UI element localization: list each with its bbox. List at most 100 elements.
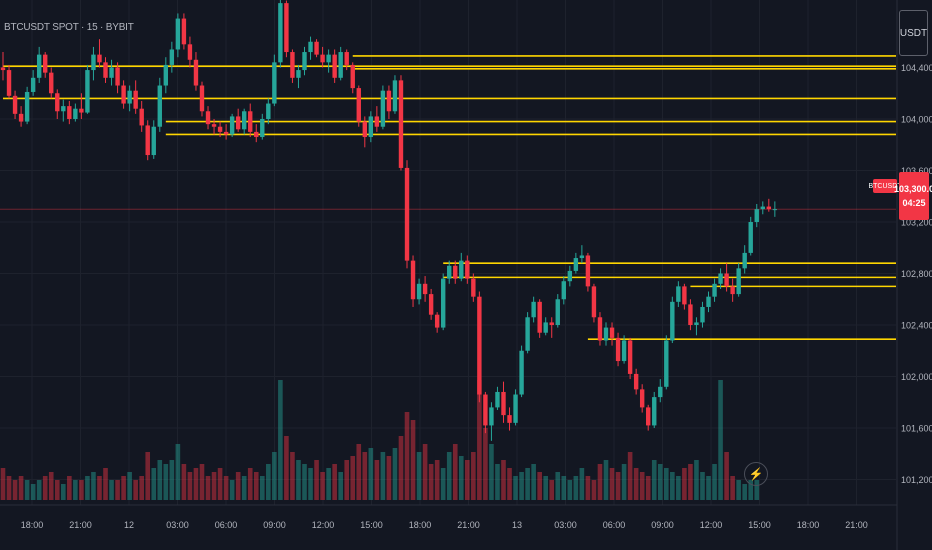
- candle-body: [187, 44, 193, 60]
- candle-body: [43, 54, 48, 73]
- time-tick-label: 06:00: [603, 520, 626, 530]
- candle-body: [320, 54, 325, 63]
- volume-bar: [187, 472, 193, 500]
- price-tick-label: 102,400.0: [901, 321, 932, 331]
- volume-bar: [163, 464, 169, 500]
- last-price-value: 103,300.0: [893, 184, 932, 194]
- volume-bar: [326, 468, 331, 500]
- volume-bar: [489, 444, 494, 500]
- candle-body: [302, 52, 307, 71]
- time-tick-label: 13: [512, 520, 522, 530]
- volume-bar: [754, 480, 760, 500]
- candle-body: [139, 108, 144, 126]
- volume-bar: [199, 464, 205, 500]
- candle-body: [682, 286, 687, 305]
- candle-body: [561, 281, 566, 300]
- volume-bar: [700, 472, 705, 500]
- time-axis[interactable]: 18:00 21:00 12 03:00 06:00 09:00 12:00 15:00 18:…: [21, 520, 868, 530]
- volume-bar: [85, 476, 90, 500]
- volume-bar: [446, 452, 452, 500]
- candle-body: [49, 72, 54, 94]
- volume-bar: [537, 472, 542, 500]
- volume-bar: [103, 468, 108, 500]
- volume-bar: [579, 468, 585, 500]
- candle-body: [585, 255, 591, 287]
- candle-body: [205, 111, 211, 125]
- volume-bar: [742, 484, 747, 500]
- volume-bar: [91, 472, 96, 500]
- candle-body: [603, 327, 609, 341]
- volume-bar: [416, 452, 422, 500]
- candle-body: [573, 258, 579, 271]
- candle-body: [465, 260, 470, 279]
- chart-title: BTCUSDT SPOT · 15 · BYBIT: [4, 22, 134, 33]
- time-tick-label: 15:00: [748, 520, 771, 530]
- price-tick-label: 101,600.0: [901, 424, 932, 434]
- volume-bar: [555, 472, 561, 500]
- volume-bar: [748, 480, 754, 500]
- volume-bar: [332, 464, 337, 500]
- volume-bar: [151, 468, 157, 500]
- volume-bar: [694, 460, 699, 500]
- time-tick-label: 09:00: [263, 520, 286, 530]
- volume-bar: [392, 448, 398, 500]
- candle-body: [742, 252, 747, 269]
- candle-body: [386, 90, 392, 112]
- volume-bar: [519, 472, 524, 500]
- volume-bar: [211, 472, 217, 500]
- candle-body: [664, 340, 669, 387]
- candle-body: [748, 222, 753, 253]
- volume-bar: [465, 460, 470, 500]
- volume-bar: [223, 476, 229, 500]
- price-tick-label: 103,600.0: [901, 166, 932, 176]
- volume-bar: [139, 476, 144, 500]
- candle-body: [597, 317, 603, 341]
- candle-body: [410, 260, 416, 300]
- price-tick-label: 101,200.0: [901, 475, 932, 485]
- candle-body: [362, 121, 367, 138]
- volume-bar: [121, 476, 126, 500]
- volume-bar: [30, 484, 36, 500]
- candle-body: [0, 67, 6, 71]
- time-tick-label: 21:00: [845, 520, 868, 530]
- candles: [0, 0, 778, 441]
- volume-bar: [567, 480, 573, 500]
- currency-unit-button[interactable]: USDT: [899, 10, 928, 56]
- volume-bar: [386, 456, 392, 500]
- volume-bar: [350, 456, 356, 500]
- volume-bar: [706, 476, 711, 500]
- candle-body: [434, 314, 440, 328]
- volume-bar: [362, 452, 368, 500]
- volume-bar: [36, 480, 42, 500]
- candle-body: [772, 209, 778, 211]
- candle-body: [284, 3, 289, 53]
- candle-body: [754, 209, 759, 222]
- volume-bar: [296, 460, 301, 500]
- candle-body: [495, 391, 500, 408]
- candle-body: [242, 111, 247, 130]
- volume-bar: [278, 380, 283, 500]
- volume-bar: [181, 464, 187, 500]
- volume-bar: [67, 476, 72, 500]
- candle-body: [555, 299, 560, 325]
- candle-body: [308, 41, 313, 53]
- volume-bar: [422, 444, 428, 500]
- volume-bar: [501, 460, 506, 500]
- candle-body: [296, 70, 301, 78]
- candle-body: [193, 59, 199, 86]
- volume-bar: [615, 472, 621, 500]
- lightning-icon[interactable]: ⚡: [744, 462, 768, 486]
- candle-body: [278, 3, 283, 63]
- horizontal-levels[interactable]: [3, 55, 896, 340]
- candle-body: [356, 88, 361, 122]
- volume-bar: [217, 468, 223, 500]
- candle-body: [706, 296, 711, 307]
- volume-bar: [633, 468, 639, 500]
- volume-bar: [718, 380, 723, 500]
- candle-body: [646, 407, 651, 426]
- price-axis[interactable]: 101,200.0 101,600.0 102,000.0 102,400.0 102,…: [901, 63, 932, 485]
- candle-body: [217, 126, 223, 132]
- volume-bar: [404, 412, 410, 500]
- candle-body: [368, 116, 374, 138]
